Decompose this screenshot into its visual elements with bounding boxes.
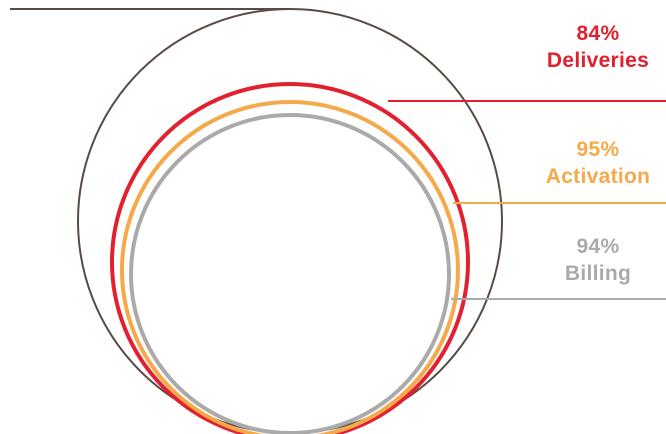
deliveries-label: 84% Deliveries: [528, 20, 666, 74]
billing-percent: 94%: [576, 235, 620, 258]
billing-circle: [129, 113, 451, 434]
activation-label: 95% Activation: [528, 136, 666, 190]
billing-name: Billing: [564, 262, 632, 285]
activation-percent: 95%: [576, 138, 620, 161]
deliveries-name: Deliveries: [546, 49, 650, 72]
deliveries-circle: [110, 82, 470, 434]
activation-name: Activation: [545, 165, 651, 188]
billing-label: 94% Billing: [528, 233, 666, 287]
deliveries-percent: 84%: [576, 22, 620, 45]
activation-circle: [120, 100, 460, 434]
